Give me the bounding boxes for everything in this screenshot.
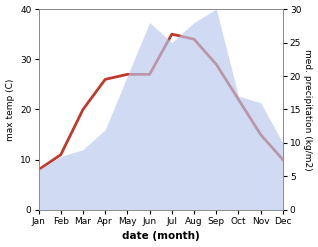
Y-axis label: med. precipitation (kg/m2): med. precipitation (kg/m2) — [303, 49, 313, 170]
Y-axis label: max temp (C): max temp (C) — [5, 78, 15, 141]
X-axis label: date (month): date (month) — [122, 231, 200, 242]
